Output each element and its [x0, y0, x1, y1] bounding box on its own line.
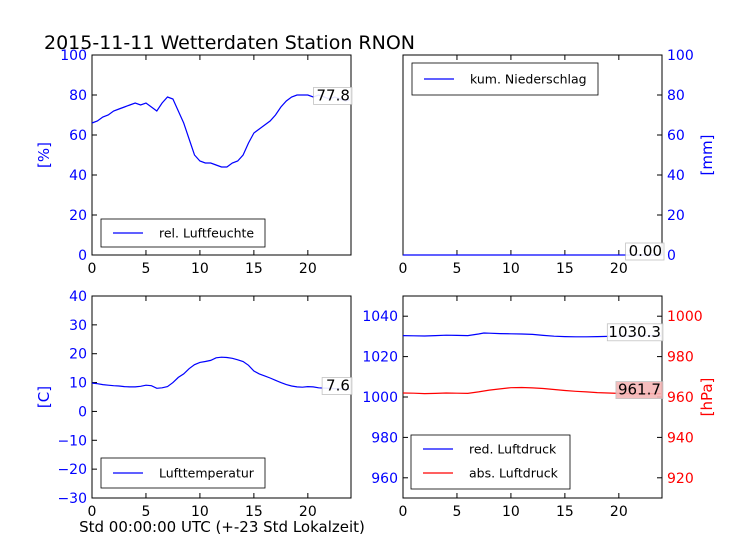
x-tick-label: 20 — [610, 504, 628, 520]
pressure-legend — [410, 434, 571, 490]
y-tick-label: 100 — [60, 48, 87, 64]
humidity-y-axis-label: [%] — [35, 142, 53, 168]
last-value-label: 0.00 — [629, 242, 662, 260]
x-tick-label: 10 — [191, 504, 209, 520]
y-tick-label: 20 — [69, 347, 87, 363]
y-tick-label: 20 — [667, 208, 685, 224]
last-value-label: 77.8 — [317, 86, 350, 104]
y-tick-label: 0 — [78, 248, 87, 264]
y-tick-label: 30 — [69, 318, 87, 334]
x-tick-label: 0 — [88, 504, 97, 520]
precipitation-y-axis-label: [mm] — [698, 135, 716, 176]
x-tick-label: 0 — [88, 261, 97, 277]
x-tick-label: 0 — [399, 504, 408, 520]
y-tick-label: 1040 — [362, 309, 398, 325]
temperature-panel: 0 5 10 15 20 −30 −20 −10 0 10 20 30 40 [C] 7.6 Lufttemp… — [35, 289, 353, 520]
last-value-box — [606, 323, 664, 342]
y-tick-label: 960 — [667, 390, 694, 406]
y-tick-label: 100 — [667, 48, 694, 64]
last-value-box — [615, 381, 664, 399]
precipitation-panel: 0 5 10 15 20 0 20 40 60 80 100 [mm] 0.00 kum. Nieders… — [399, 48, 716, 277]
figure-xlabel: Std 00:00:00 UTC (+-23 Std Lokalzeit) — [79, 518, 365, 536]
x-tick-label: 15 — [556, 261, 574, 277]
x-tick-label: 15 — [245, 504, 263, 520]
y-tick-label: 40 — [667, 168, 685, 184]
x-tick-label: 10 — [502, 261, 520, 277]
x-tick-label: 10 — [502, 504, 520, 520]
y-tick-label: 40 — [69, 289, 87, 305]
figure-title: 2015-11-11 Wetterdaten Station RNON — [44, 32, 415, 54]
x-tick-label: 5 — [141, 504, 150, 520]
y-tick-label: 920 — [667, 471, 694, 487]
y-tick-label: 80 — [667, 88, 685, 104]
x-tick-label: 5 — [452, 261, 461, 277]
y-tick-label: 60 — [667, 128, 685, 144]
y-tick-label: −30 — [57, 491, 87, 507]
y-tick-label: 80 — [69, 88, 87, 104]
legend-entry-label: red. Luftdruck — [469, 442, 557, 457]
legend-entry-label: abs. Luftdruck — [469, 466, 559, 481]
y-tick-label: 1020 — [362, 350, 398, 366]
y-tick-label: 1000 — [667, 309, 703, 325]
x-tick-label: 20 — [610, 261, 628, 277]
legend-entry-label: Lufttemperatur — [159, 466, 255, 481]
y-tick-label: 940 — [667, 430, 694, 446]
y-tick-label: 10 — [69, 376, 87, 392]
legend-entry-label: rel. Luftfeuchte — [159, 226, 254, 241]
last-value-label: 1030.3 — [608, 323, 661, 341]
y-tick-label: 980 — [667, 350, 694, 366]
temperature-y-axis-label: [C] — [35, 386, 53, 408]
x-tick-label: 20 — [299, 504, 317, 520]
series-line-lufttemperatur — [91, 356, 350, 391]
x-tick-label: 5 — [452, 504, 461, 520]
last-value-box — [625, 242, 665, 261]
last-value-box — [313, 87, 353, 105]
humidity-panel: 0 5 10 15 20 0 20 40 60 80 100 [%] 77.8 rel. Luftfeuc… — [35, 48, 353, 277]
y-tick-label: 980 — [371, 430, 398, 446]
y-tick-label: 40 — [69, 168, 87, 184]
y-tick-label: 960 — [371, 471, 398, 487]
pressure-y-axis-label: [hPa] — [698, 378, 716, 417]
y-tick-label: −20 — [57, 462, 87, 478]
last-value-box — [321, 377, 353, 395]
x-tick-label: 15 — [245, 261, 263, 277]
last-value-label: 7.6 — [326, 376, 350, 394]
x-tick-label: 20 — [299, 261, 317, 277]
y-tick-label: 20 — [69, 208, 87, 224]
y-tick-label: 0 — [78, 404, 87, 420]
y-tick-label: −10 — [57, 433, 87, 449]
y-tick-label: 0 — [667, 248, 676, 264]
pressure-panel: 0 5 10 15 20 960 980 1000 1020 1040 920 940 960 980 10… — [362, 295, 716, 520]
legend-entry-label: kum. Niederschlag — [470, 72, 587, 87]
x-tick-label: 10 — [191, 261, 209, 277]
x-tick-label: 0 — [399, 261, 408, 277]
x-tick-label: 15 — [556, 504, 574, 520]
last-value-label: 961.7 — [618, 381, 661, 399]
x-tick-label: 5 — [141, 261, 150, 277]
y-tick-label: 1000 — [362, 390, 398, 406]
series-line-rel-luftfeuchte — [91, 94, 351, 168]
y-tick-label: 60 — [69, 128, 87, 144]
